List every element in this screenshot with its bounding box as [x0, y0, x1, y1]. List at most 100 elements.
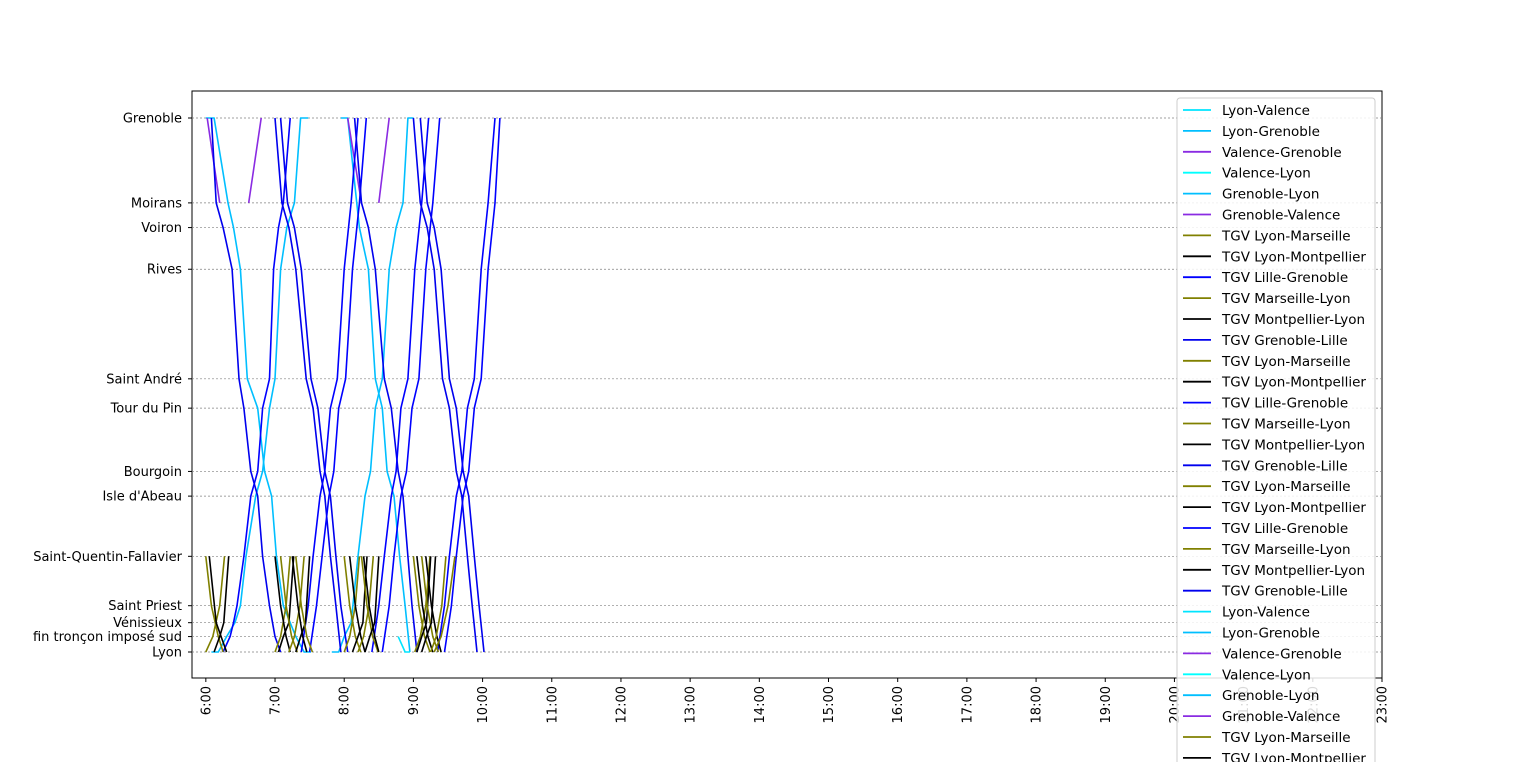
x-tick-label: 16:00 [891, 686, 906, 723]
x-tick-label: 12:00 [614, 686, 629, 723]
y-tick-label: Vénissieux [113, 616, 182, 631]
x-tick-label: 23:00 [1376, 686, 1391, 723]
legend-entry: TGV Montpellier-Lyon [1221, 563, 1365, 579]
y-tick-label: Saint Priest [108, 599, 182, 614]
series-line [412, 556, 431, 653]
y-tick-label: Moirans [131, 196, 182, 211]
series-line [353, 117, 418, 653]
series-line [425, 556, 442, 653]
legend-entry: TGV Lyon-Montpellier [1221, 500, 1366, 516]
series-line [308, 117, 368, 653]
y-tick-label: Saint André [106, 372, 182, 387]
legend-entry: Grenoble-Valence [1222, 709, 1340, 725]
y-tick-label: Lyon [152, 646, 182, 661]
series-line [364, 556, 380, 653]
legend-entry: Lyon-Valence [1222, 605, 1310, 621]
legend-entry: Grenoble-Lyon [1222, 688, 1319, 704]
x-tick-label: 9:00 [407, 686, 422, 715]
legend-entry: TGV Grenoble-Lille [1221, 584, 1348, 600]
legend-entry: TGV Lyon-Marseille [1221, 730, 1351, 746]
series-line [295, 556, 314, 653]
legend-entry: TGV Grenoble-Lille [1221, 458, 1348, 474]
legend-entry: TGV Lille-Grenoble [1221, 396, 1348, 412]
legend-entry: TGV Grenoble-Lille [1221, 333, 1348, 349]
x-tick-label: 15:00 [822, 686, 837, 723]
x-tick-label: 14:00 [753, 686, 768, 723]
series-line [274, 556, 291, 653]
series-line [412, 117, 478, 653]
legend-entry: TGV Marseille-Lyon [1221, 542, 1351, 558]
series-line [416, 556, 432, 653]
legend: Lyon-Valence Lyon-Grenoble Valence-Grenobl… [1176, 97, 1376, 762]
series-line [291, 556, 308, 653]
series-line [300, 117, 359, 653]
legend-entry: TGV Montpellier-Lyon [1221, 437, 1365, 453]
legend-entry: TGV Lyon-Montpellier [1221, 751, 1366, 762]
series-line [420, 556, 440, 653]
series-line [419, 117, 485, 653]
x-tick-label: 10:00 [476, 686, 491, 723]
series-line [357, 556, 375, 653]
y-tick-label: Saint-Quentin-Fallavier [33, 550, 182, 565]
legend-entry: Grenoble-Lyon [1222, 187, 1319, 203]
series-line [208, 556, 228, 653]
x-tick-label: 19:00 [1099, 686, 1114, 723]
series-line [213, 556, 230, 653]
y-tick-label: Bourgoin [124, 465, 182, 480]
series-line [362, 556, 380, 653]
legend-entry: TGV Lille-Grenoble [1221, 270, 1348, 286]
x-tick-label: 7:00 [269, 686, 284, 715]
y-tick-label: Rives [147, 263, 182, 278]
series-line [443, 117, 501, 653]
legend-entry: TGV Montpellier-Lyon [1221, 312, 1365, 328]
series-line [279, 117, 349, 653]
y-tick-label: Grenoble [123, 112, 182, 127]
legend-entry: TGV Lyon-Marseille [1221, 479, 1351, 495]
series-line [436, 117, 496, 653]
x-tick-label: 13:00 [684, 686, 699, 723]
x-tick-label: 17:00 [960, 686, 975, 723]
plot-frame [191, 90, 1383, 679]
y-tick-label: Isle d'Abeau [102, 490, 182, 505]
legend-entry: Valence-Lyon [1222, 667, 1311, 683]
legend-entry: TGV Lille-Grenoble [1221, 521, 1348, 537]
series-line [288, 556, 305, 653]
legend-entry: TGV Lyon-Marseille [1221, 354, 1351, 370]
series-line [360, 556, 379, 653]
legend-entry: TGV Lyon-Marseille [1221, 228, 1351, 244]
series-line [205, 556, 224, 653]
legend-entry: Lyon-Grenoble [1222, 626, 1320, 642]
series-line [343, 556, 362, 653]
legend-entry: Lyon-Grenoble [1222, 124, 1320, 140]
series-line [371, 117, 430, 653]
series-line [381, 117, 441, 653]
x-axis-ticks: 6:00 7:00 8:00 9:00 10:00 11:00 12:00 13:00 14:0… [199, 678, 1391, 723]
series-line [295, 556, 311, 653]
y-axis-ticks: Grenoble Moirans Voiron Rives Saint André Tou… [33, 112, 192, 661]
series-line [416, 556, 434, 653]
series-line [420, 556, 437, 653]
series-line [378, 117, 390, 203]
series-lines [205, 117, 501, 653]
legend-entry: TGV Marseille-Lyon [1221, 291, 1351, 307]
legend-entry: Lyon-Valence [1222, 103, 1310, 119]
series-line [433, 556, 456, 653]
legend-entry: Valence-Lyon [1222, 166, 1311, 182]
series-line [397, 636, 410, 653]
series-line [274, 117, 342, 653]
legend-entry: TGV Lyon-Montpellier [1221, 249, 1366, 265]
x-tick-label: 8:00 [338, 686, 353, 715]
y-tick-label: Tour du Pin [110, 402, 182, 417]
legend-entry: Grenoble-Valence [1222, 208, 1340, 224]
x-tick-label: 6:00 [199, 686, 214, 715]
legend-entry: TGV Marseille-Lyon [1221, 417, 1351, 433]
series-line [429, 556, 447, 653]
series-line [222, 117, 291, 653]
series-line [205, 117, 311, 653]
legend-entry: Valence-Grenoble [1222, 145, 1342, 161]
x-tick-label: 11:00 [545, 686, 560, 723]
legend-entry: TGV Lyon-Montpellier [1221, 375, 1366, 391]
y-tick-label: Voiron [141, 221, 182, 236]
series-line [277, 556, 295, 653]
